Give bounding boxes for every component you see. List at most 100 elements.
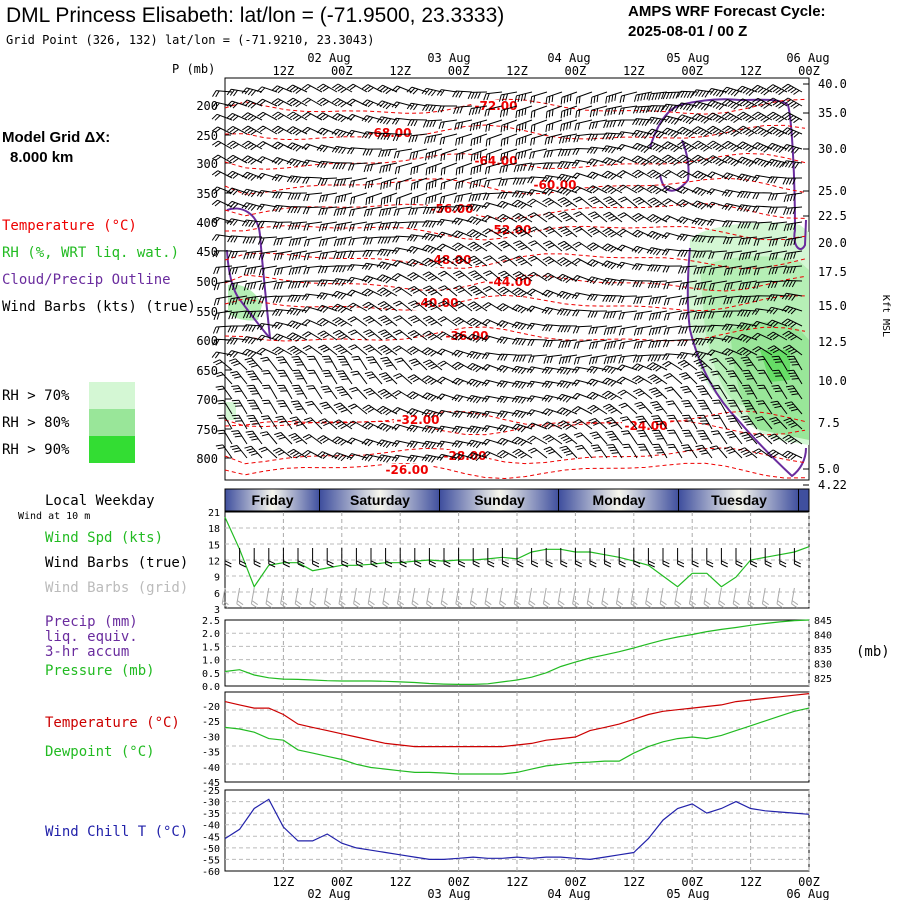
- wind-barb: [421, 409, 443, 418]
- grid-wind-barb: [469, 587, 477, 609]
- wind-barb: [256, 347, 278, 356]
- wind-barb: [526, 189, 548, 197]
- wind-barb: [721, 86, 743, 97]
- wind-barb: [228, 295, 248, 306]
- windchill-line: [224, 798, 810, 861]
- wind-barb: [768, 250, 788, 261]
- wind-barb: [666, 414, 683, 430]
- wind-barb: [542, 434, 563, 445]
- wind-barb: [303, 417, 323, 430]
- top-time-label: 00Z: [681, 64, 703, 78]
- wind-barb: [227, 235, 248, 243]
- wind-barb: [466, 452, 488, 462]
- wind-barb: [736, 173, 758, 183]
- wind-barb: [632, 196, 653, 208]
- surface-wind-barb: [370, 548, 378, 568]
- y-tick-label: -40: [202, 763, 220, 774]
- wind-barb: [618, 339, 638, 350]
- wind-barb: [392, 286, 413, 297]
- wind-barb: [542, 324, 563, 332]
- wind-barb: [451, 230, 473, 239]
- wind-barb: [484, 105, 503, 117]
- wind-barb: [542, 256, 563, 267]
- wind-barb: [558, 133, 578, 144]
- top-time-labels: 12Z 00Z 12Z 00Z 12Z 00Z 12Z 00Z 12Z 00Z: [273, 64, 820, 78]
- rh90-swatch: [89, 436, 135, 463]
- wind-barb: [485, 148, 503, 162]
- wind-barb: [275, 415, 293, 430]
- wind-barb: [347, 316, 368, 327]
- wind-barb: [588, 339, 608, 350]
- pressure-tick-label: 700: [196, 393, 218, 407]
- height-tick-label: 15.0: [818, 299, 847, 313]
- wind-barb: [572, 196, 593, 208]
- wind-barb: [632, 354, 653, 363]
- grid-wind-barb: [732, 587, 740, 609]
- wind-barb: [677, 154, 698, 166]
- wind-barb: [482, 240, 503, 252]
- wind-barb: [438, 285, 458, 297]
- wind-barb: [470, 148, 488, 162]
- wind-barb: [227, 140, 248, 150]
- wind-barb: [586, 146, 608, 154]
- height-tick-label: 7.5: [818, 416, 840, 430]
- wind-barb: [376, 261, 398, 271]
- wind-barb: [526, 322, 548, 330]
- wind-barb: [258, 295, 278, 305]
- wind-barb: [317, 279, 338, 287]
- grid-wind-barb: [367, 587, 375, 609]
- surface-wind-barb: [312, 548, 320, 568]
- wind-barb: [392, 300, 413, 312]
- wind-barb: [677, 339, 698, 347]
- wind-barb: [241, 87, 263, 97]
- wind-barb: [291, 355, 308, 371]
- wind-barb: [646, 128, 668, 139]
- grid-wind-barb: [674, 587, 682, 609]
- wind-barb: [377, 388, 398, 400]
- wind-barb: [318, 418, 338, 430]
- wind-barb: [497, 270, 518, 282]
- top-date-label: 06 Aug: [786, 51, 829, 65]
- surface-wind-barb: [764, 548, 772, 568]
- wind-barb: [588, 325, 608, 335]
- wind-barb: [575, 91, 593, 105]
- wind-barb: [711, 399, 728, 415]
- wind-barb: [543, 446, 563, 459]
- wind-barb: [407, 119, 428, 127]
- wind-barb: [588, 211, 608, 223]
- wind-barb: [231, 385, 248, 400]
- wind-barb: [782, 97, 803, 109]
- wind-barb: [331, 128, 353, 138]
- wind-barb: [496, 410, 518, 419]
- wind-barb: [647, 374, 668, 385]
- wind-barb: [513, 162, 533, 173]
- rh90-label: RH > 90%: [2, 442, 70, 458]
- pressure-tick-label: 500: [196, 275, 218, 289]
- wind-barb: [693, 280, 713, 291]
- wind-barb: [316, 160, 338, 169]
- wind-barb: [513, 255, 533, 267]
- wind-barb: [242, 236, 263, 244]
- wind-barb: [526, 395, 548, 403]
- wind-barb: [692, 154, 713, 166]
- wind-barb: [481, 438, 503, 446]
- wind-barb: [556, 380, 578, 389]
- surface-wind-barb: [224, 548, 232, 568]
- wind-barb: [542, 162, 563, 170]
- wind-barb: [751, 157, 773, 168]
- wind-barb: [455, 148, 473, 162]
- surface-wind-barb: [706, 548, 714, 568]
- wind-barb: [288, 250, 308, 261]
- wind-barb: [301, 159, 323, 167]
- isotherm-line: [224, 225, 806, 241]
- wind-barb: [616, 244, 638, 252]
- wind-barb: [377, 301, 398, 312]
- y-tick-label: 21: [208, 508, 220, 519]
- wind-barb: [751, 308, 773, 316]
- wind-barb: [211, 126, 233, 135]
- wind-barb: [558, 211, 578, 223]
- wind-barb: [634, 401, 653, 415]
- wind-barb: [452, 316, 473, 327]
- wind-barb: [587, 404, 608, 415]
- wind-barb: [302, 434, 323, 445]
